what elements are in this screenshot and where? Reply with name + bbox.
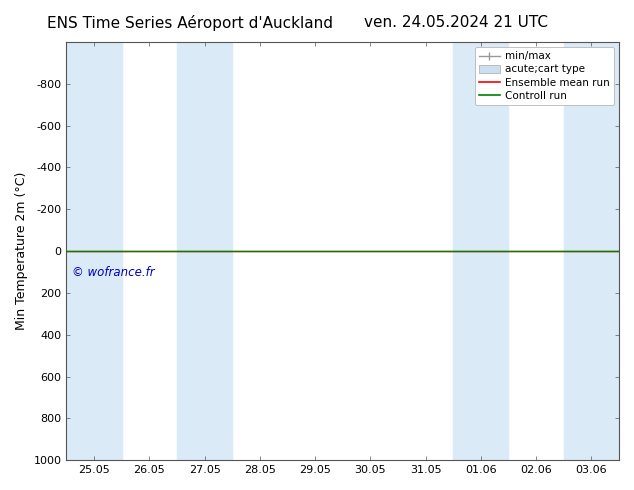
Legend: min/max, acute;cart type, Ensemble mean run, Controll run: min/max, acute;cart type, Ensemble mean … <box>475 47 614 105</box>
Text: ven. 24.05.2024 21 UTC: ven. 24.05.2024 21 UTC <box>365 15 548 30</box>
Y-axis label: Min Temperature 2m (°C): Min Temperature 2m (°C) <box>15 172 28 330</box>
Text: © wofrance.fr: © wofrance.fr <box>72 266 155 279</box>
Bar <box>67 42 122 460</box>
Bar <box>453 42 508 460</box>
Bar <box>564 42 619 460</box>
Bar <box>177 42 232 460</box>
Text: ENS Time Series Aéroport d'Auckland: ENS Time Series Aéroport d'Auckland <box>47 15 333 31</box>
